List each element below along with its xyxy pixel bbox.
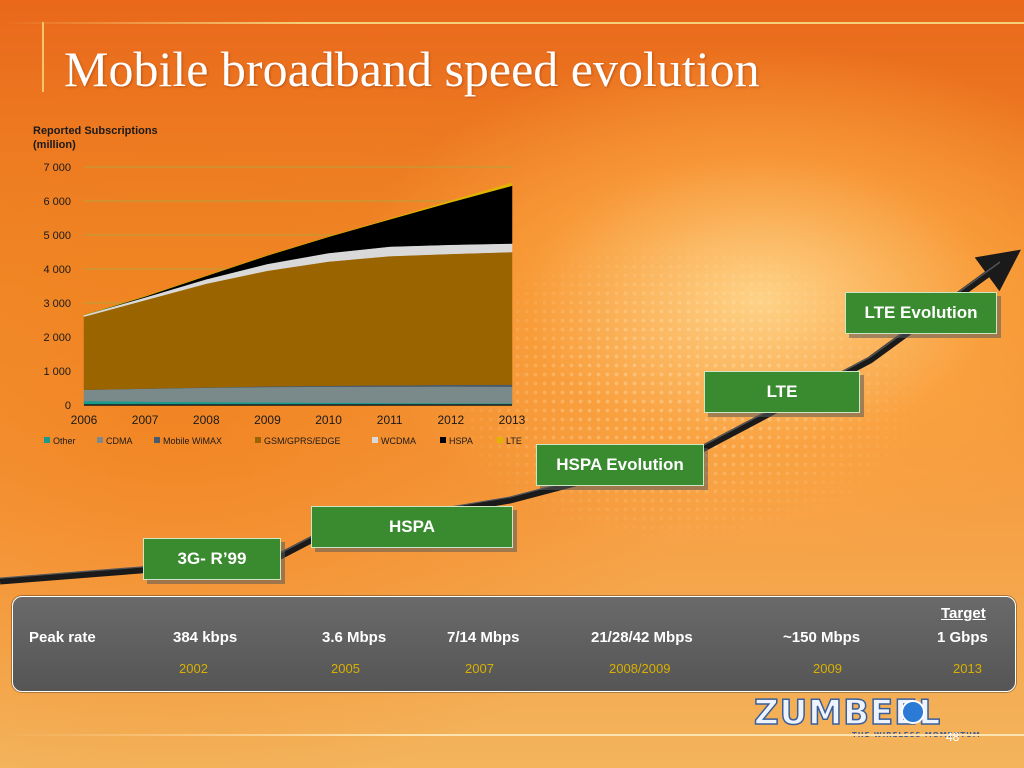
area-series-lte bbox=[83, 182, 513, 316]
subscriptions-area-chart: Reported Subscriptions (million) 0 1 000 2… bbox=[33, 125, 526, 446]
rate-year: 2005 bbox=[331, 661, 360, 676]
y-tick-label: 4 000 bbox=[43, 264, 71, 276]
stage-lte-evolution: LTE Evolution bbox=[845, 292, 997, 334]
peak-rate-panel: Target Peak rate 384 kbps 3.6 Mbps 7/14 … bbox=[12, 596, 1016, 692]
stage-label: 3G- R’99 bbox=[177, 549, 247, 568]
stage-label: HSPA bbox=[389, 517, 435, 536]
page-number: 48 bbox=[946, 730, 960, 744]
y-tick-label: 5 000 bbox=[43, 230, 71, 242]
legend-swatch bbox=[154, 437, 160, 443]
y-axis-label-line-1: Reported Subscriptions bbox=[33, 125, 158, 137]
legend-swatch bbox=[440, 437, 446, 443]
rate-value: 7/14 Mbps bbox=[447, 629, 520, 646]
x-tick-label: 2012 bbox=[438, 413, 465, 427]
footer-line bbox=[0, 734, 1024, 736]
rate-value: 1 Gbps bbox=[937, 629, 988, 646]
legend-swatch bbox=[44, 437, 50, 443]
rate-value: 21/28/42 Mbps bbox=[591, 629, 693, 646]
stage-label: LTE Evolution bbox=[864, 303, 978, 322]
stage-3g-r99: 3G- R’99 bbox=[143, 538, 281, 580]
zumbeel-logo: ZUMBEEL THE WIRELESS MOMENTUM bbox=[753, 692, 980, 739]
stage-hspa: HSPA bbox=[311, 506, 513, 548]
stage-label: HSPA Evolution bbox=[556, 455, 684, 474]
x-tick-label: 2008 bbox=[193, 413, 220, 427]
legend-label: GSM/GPRS/EDGE bbox=[264, 436, 341, 446]
legend-swatch bbox=[97, 437, 103, 443]
y-tick-label: 2 000 bbox=[43, 332, 71, 344]
rate-value: 384 kbps bbox=[173, 629, 238, 646]
legend-label: LTE bbox=[506, 436, 522, 446]
legend-label: Mobile WiMAX bbox=[163, 436, 222, 446]
legend-swatch bbox=[372, 437, 378, 443]
stage-label: LTE bbox=[766, 382, 798, 401]
stage-hspa-evolution: HSPA Evolution bbox=[536, 444, 704, 486]
legend-label: HSPA bbox=[449, 436, 473, 446]
x-tick-label: 2011 bbox=[377, 413, 403, 427]
rate-year: 2009 bbox=[813, 661, 842, 676]
x-tick-label: 2013 bbox=[499, 413, 526, 427]
y-axis-label-line-2: (million) bbox=[33, 139, 76, 151]
y-tick-label: 3 000 bbox=[43, 298, 71, 310]
rate-value: 3.6 Mbps bbox=[322, 629, 387, 646]
legend-swatch bbox=[497, 437, 503, 443]
legend-label: WCDMA bbox=[381, 436, 416, 446]
rate-year: 2007 bbox=[465, 661, 494, 676]
slide-title: Mobile broadband speed evolution bbox=[64, 41, 760, 97]
x-tick-label: 2010 bbox=[315, 413, 342, 427]
x-tick-label: 2006 bbox=[71, 413, 98, 427]
peak-rate-label: Peak rate bbox=[29, 629, 96, 646]
rate-year: 2013 bbox=[953, 661, 982, 676]
x-tick-label: 2007 bbox=[132, 413, 159, 427]
left-decor-line bbox=[42, 22, 44, 92]
y-tick-label: 7 000 bbox=[43, 162, 71, 174]
x-tick-label: 2009 bbox=[254, 413, 281, 427]
y-tick-label: 0 bbox=[65, 400, 71, 412]
rate-value: ~150 Mbps bbox=[783, 629, 861, 646]
y-tick-label: 6 000 bbox=[43, 196, 71, 208]
y-tick-label: 1 000 bbox=[43, 366, 71, 378]
target-label: Target bbox=[941, 605, 986, 622]
legend-label: Other bbox=[53, 436, 76, 446]
rate-year: 2008/2009 bbox=[609, 661, 671, 676]
rate-year: 2002 bbox=[179, 661, 208, 676]
stage-lte: LTE bbox=[704, 371, 860, 413]
top-decor-line bbox=[0, 22, 1024, 24]
legend-swatch bbox=[255, 437, 261, 443]
legend-label: CDMA bbox=[106, 436, 133, 446]
